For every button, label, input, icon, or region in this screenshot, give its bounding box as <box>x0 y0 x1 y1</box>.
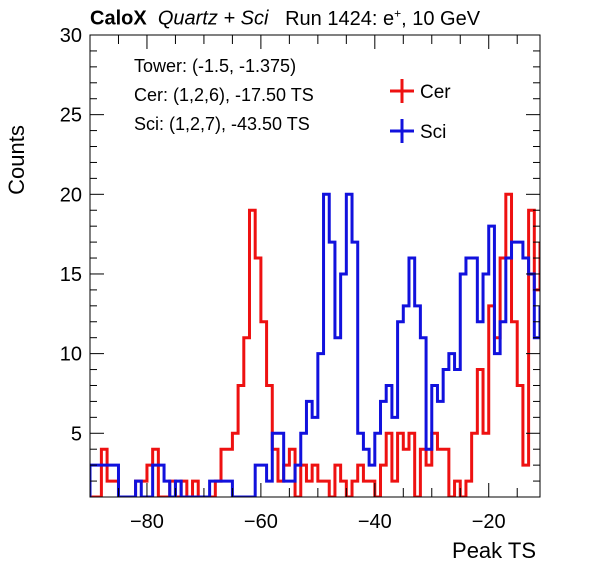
run-info: Run 1424: e+, 10 GeV <box>285 6 481 30</box>
annotation-line: Tower: (-1.5, -1.375) <box>134 56 296 76</box>
setup-name: Quartz + Sci <box>157 7 269 30</box>
y-tick-label: 15 <box>60 264 82 286</box>
annotation-line: Sci: (1,2,7), -43.50 TS <box>134 114 310 134</box>
annotation-line: Cer: (1,2,6), -17.50 TS <box>134 85 314 105</box>
y-tick-label: 20 <box>60 184 82 206</box>
series-sci-line <box>90 192 540 497</box>
x-tick-label: −20 <box>472 511 506 533</box>
legend-label: Sci <box>420 122 446 143</box>
y-tick-label: 5 <box>71 423 82 445</box>
series-cer-line <box>90 192 540 497</box>
x-axis-label: Peak TS <box>452 538 536 563</box>
y-axis-label: Counts <box>4 125 29 195</box>
plot-frame <box>89 34 541 498</box>
x-tick-label: −60 <box>244 511 278 533</box>
y-tick-label: 25 <box>60 105 82 127</box>
series-group <box>90 192 540 497</box>
y-tick-label: 30 <box>60 25 82 47</box>
chart-title: CaloX Quartz + Sci Run 1424: e+, 10 GeV <box>90 6 480 31</box>
legend-label: Cer <box>420 82 451 103</box>
experiment-name: CaloX <box>90 7 147 30</box>
y-tick-label: 10 <box>60 344 82 366</box>
x-tick-label: −40 <box>358 511 392 533</box>
x-tick-label: −80 <box>130 511 164 533</box>
